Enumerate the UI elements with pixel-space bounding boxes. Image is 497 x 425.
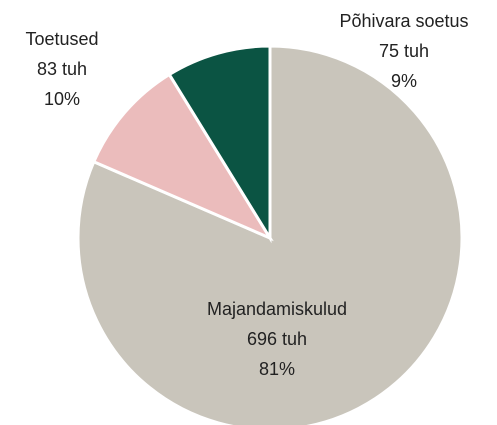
slice-label: Toetused [25,29,98,49]
percentage-label: 81% [259,359,295,379]
value-label: 75 tuh [379,41,429,61]
percentage-label: 10% [44,89,80,109]
pie-slice [76,44,464,425]
slice-label: Majandamiskulud [207,299,347,319]
slice-label: Põhivara soetus [339,11,468,31]
pie-slice [91,72,274,242]
pie-slice [167,44,272,244]
value-label: 83 tuh [37,59,87,79]
value-label: 696 tuh [247,329,307,349]
percentage-label: 9% [391,71,417,91]
